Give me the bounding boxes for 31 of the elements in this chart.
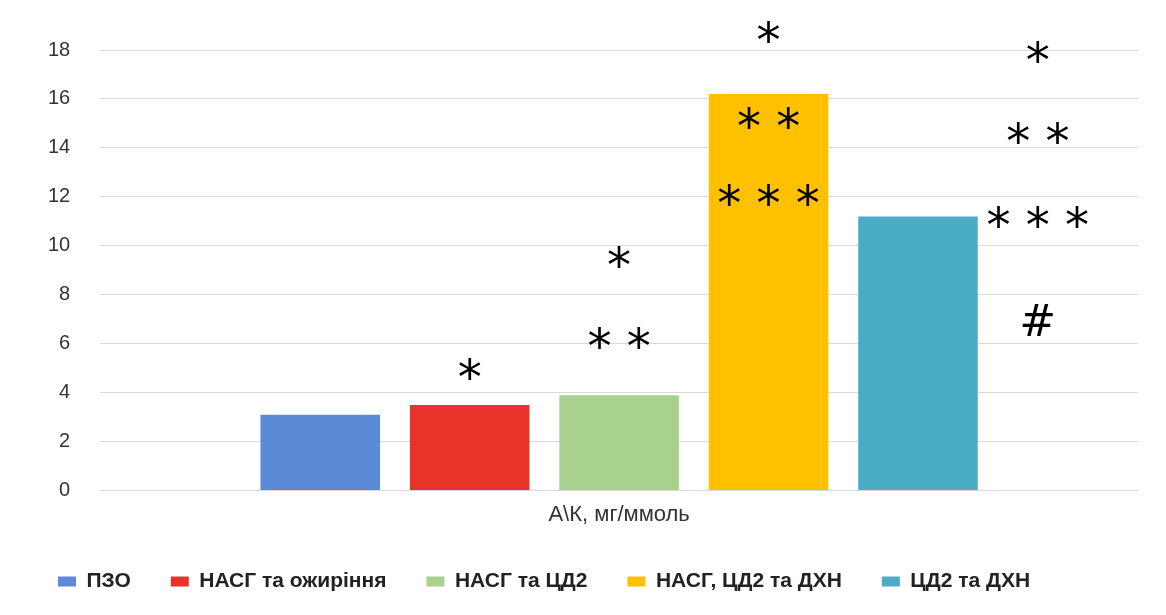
annotation: * * (736, 97, 801, 154)
annotation: * * * (986, 196, 1090, 253)
bar (858, 216, 978, 491)
legend-label: ЦД2 та ДХН (910, 568, 1031, 592)
bar (409, 404, 530, 491)
legend-label: НАСГ та ЦД2 (454, 568, 588, 592)
annotation: * * * (717, 174, 820, 231)
bar (708, 94, 829, 491)
annotation: * * (587, 318, 651, 375)
x-tick-label: А\К, мг/ммоль (548, 500, 690, 526)
y-tick-label: 12 (48, 184, 71, 207)
annotation: * (457, 348, 482, 405)
y-tick-label: 16 (48, 86, 71, 109)
legend-label: НАСГ, ЦД2 та ДХН (655, 568, 842, 592)
annotation: * (756, 11, 781, 68)
annotation: # (1019, 294, 1057, 346)
annotation: * * (1006, 113, 1070, 170)
y-tick-label: 6 (59, 331, 71, 354)
legend-label: ПЗО (86, 568, 131, 592)
bar (260, 414, 381, 491)
y-tick-label: 14 (48, 135, 71, 158)
y-tick-label: 4 (59, 380, 71, 403)
bar (559, 395, 679, 491)
y-tick-label: 2 (59, 429, 71, 452)
y-tick-label: 8 (59, 282, 71, 305)
y-tick-label: 10 (48, 233, 71, 256)
legend-label: НАСГ та ожиріння (199, 568, 387, 592)
y-tick-label: 18 (48, 37, 71, 60)
annotation: * (1025, 31, 1050, 88)
annotation: * (607, 236, 632, 293)
y-tick-label: 0 (59, 478, 71, 501)
